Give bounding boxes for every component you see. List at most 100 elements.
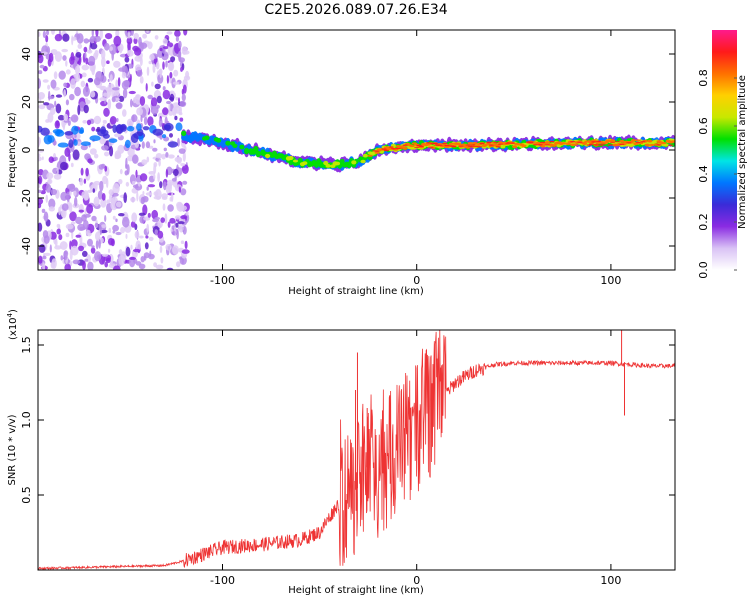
ridge-cell — [425, 142, 431, 144]
noise-speckle — [162, 203, 166, 211]
noise-speckle — [100, 229, 108, 234]
noise-speckle — [91, 126, 96, 132]
ridge-cell — [635, 141, 641, 143]
ridge-cell — [367, 154, 373, 157]
noise-speckle — [112, 192, 119, 197]
x-tick-label: -100 — [210, 574, 235, 587]
noise-speckle — [141, 141, 145, 149]
noise-speckle — [104, 151, 110, 157]
noise-speckle — [146, 186, 149, 191]
noise-region — [38, 30, 191, 270]
noise-speckle — [63, 113, 69, 122]
noise-speckle — [43, 252, 51, 256]
noise-speckle — [45, 194, 48, 203]
noise-speckle — [45, 184, 52, 193]
noise-speckle — [59, 241, 68, 250]
noise-speckle — [150, 105, 159, 115]
noise-blob — [57, 142, 69, 148]
noise-speckle — [88, 55, 96, 66]
noise-speckle — [99, 97, 107, 101]
noise-speckle — [179, 100, 187, 107]
noise-speckle — [172, 245, 179, 255]
colorbar-tick-label: 0.6 — [697, 117, 710, 135]
noise-speckle — [69, 93, 75, 101]
noise-speckle — [111, 96, 116, 103]
ridge-cell — [470, 144, 476, 146]
noise-speckle — [174, 174, 177, 182]
ridge-cell — [528, 142, 534, 144]
noise-speckle — [101, 49, 106, 60]
noise-speckle — [131, 114, 138, 123]
noise-speckle — [179, 205, 188, 212]
noise-speckle — [161, 153, 166, 160]
noise-speckle — [87, 49, 93, 54]
ridge-cell — [216, 138, 222, 143]
noise-blob — [102, 133, 110, 139]
noise-speckle — [102, 119, 107, 124]
noise-speckle — [180, 163, 186, 167]
noise-speckle — [43, 102, 50, 106]
figure-title: C2E5.2026.089.07.26.E34 — [264, 2, 447, 18]
noise-speckle — [100, 75, 107, 83]
noise-speckle — [109, 193, 112, 203]
noise-speckle — [65, 99, 69, 106]
noise-speckle — [90, 247, 96, 254]
multiplier-close: ) — [8, 309, 19, 313]
noise-speckle — [54, 245, 62, 250]
noise-speckle — [180, 66, 183, 72]
ridge-cell — [614, 141, 620, 143]
noise-speckle — [86, 229, 91, 236]
noise-speckle — [82, 86, 90, 97]
noise-speckle — [103, 107, 110, 117]
ridge-cell — [225, 140, 231, 146]
noise-speckle — [115, 201, 122, 208]
noise-speckle — [101, 224, 107, 229]
noise-speckle — [126, 155, 134, 162]
noise-speckle — [167, 204, 174, 212]
noise-speckle — [166, 267, 174, 270]
noise-speckle — [38, 222, 43, 232]
noise-speckle — [42, 262, 46, 270]
noise-speckle — [158, 118, 163, 128]
noise-speckle — [125, 246, 131, 257]
snr-ylabel: SNR (10 * v/v) — [7, 414, 18, 485]
noise-speckle — [60, 161, 68, 171]
noise-speckle — [42, 30, 47, 38]
noise-speckle — [94, 222, 99, 228]
ridge-cell — [570, 141, 576, 143]
noise-speckle — [50, 107, 56, 115]
noise-speckle — [127, 50, 134, 57]
ridge-cell — [598, 144, 604, 146]
noise-speckle — [152, 147, 158, 152]
noise-speckle — [126, 164, 130, 175]
noise-speckle — [159, 245, 163, 254]
noise-speckle — [65, 223, 74, 230]
noise-speckle — [55, 94, 63, 98]
noise-speckle — [142, 33, 148, 39]
noise-speckle — [42, 255, 47, 260]
noise-speckle — [84, 52, 87, 59]
noise-speckle — [87, 158, 93, 164]
noise-speckle — [149, 250, 152, 257]
noise-speckle — [178, 40, 182, 49]
noise-speckle — [140, 115, 143, 123]
noise-speckle — [135, 94, 139, 99]
noise-speckle — [182, 151, 186, 162]
noise-speckle — [182, 164, 189, 174]
noise-speckle — [181, 93, 186, 102]
noise-speckle — [106, 199, 111, 204]
noise-speckle — [82, 219, 89, 230]
noise-speckle — [38, 92, 45, 100]
noise-speckle — [133, 248, 141, 253]
ridge-cell — [232, 143, 238, 148]
multiplier-exponent: 4 — [6, 312, 14, 317]
noise-speckle — [163, 147, 167, 152]
noise-speckle — [181, 249, 190, 254]
ridge-cell — [530, 141, 536, 143]
noise-speckle — [167, 154, 175, 159]
signal-ridge — [181, 129, 675, 173]
colorbar-ticks: 0.0 0.2 0.4 0.6 0.8 — [697, 69, 737, 279]
noise-speckle — [58, 70, 66, 80]
y-tick-label: -40 — [20, 237, 33, 255]
noise-speckle — [93, 115, 102, 125]
